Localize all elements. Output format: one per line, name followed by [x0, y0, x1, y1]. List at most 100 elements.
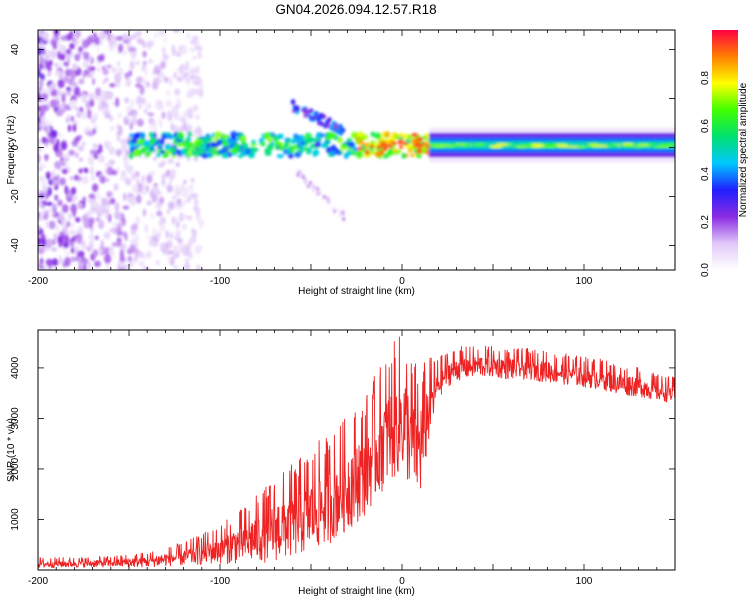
spectrogram-cell [331, 144, 337, 150]
spectrogram-cell [313, 186, 317, 191]
spectrogram-cell [135, 234, 140, 243]
spectrogram-cell [108, 146, 116, 156]
spectrogram-cell [116, 132, 121, 142]
snr-y-tick-label: 3000 [10, 407, 21, 430]
spectrogram-cell [81, 214, 89, 223]
spectrogram-cell [621, 143, 634, 146]
spectrogram-cell [173, 72, 177, 79]
spectrogram-cell [71, 99, 77, 108]
spectrogram-cell [410, 139, 417, 144]
spectrogram-cell [164, 149, 171, 154]
spectrogram-cell [54, 70, 62, 77]
spectrogram-cell [104, 162, 112, 168]
spectrogram-cell [82, 263, 87, 270]
spectrogram-cell [174, 187, 178, 198]
spectrogram-cell [61, 204, 69, 213]
spectrogram-cell [40, 120, 47, 128]
spectrogram-cell [45, 220, 50, 229]
spectrogram-cell [78, 225, 83, 236]
spectrogram-cell [425, 144, 431, 149]
spectrogram-cell [85, 100, 91, 110]
spectrogram-cell [120, 143, 128, 154]
colorbar-tick-label: 0.4 [700, 167, 711, 181]
spectrogram-cell [152, 80, 159, 90]
spectrogram-cell [71, 37, 76, 42]
spectrogram-cell [411, 132, 419, 138]
spectrogram-x-axis-label: Height of straight line (km) [298, 286, 415, 297]
spectrogram-cell [120, 231, 127, 237]
spectrogram-cell [149, 170, 155, 176]
spectrogram-cell [40, 209, 45, 216]
spectrogram-cell [302, 175, 306, 180]
spectrogram-cell [78, 168, 83, 174]
spectrogram-cell [159, 72, 166, 80]
spectrogram-cell [155, 79, 162, 84]
spectrogram-cell [122, 39, 130, 44]
spectrogram-cell [173, 113, 180, 121]
spectrogram-cell [38, 231, 42, 236]
spectrogram-cell [374, 132, 382, 140]
spectrogram-cell [135, 170, 140, 178]
spectrogram-cell [99, 175, 106, 184]
spectrogram-cell [284, 137, 291, 143]
spectrogram-cell [38, 216, 44, 222]
spectrogram-cell [157, 230, 162, 239]
spectrogram-cell [136, 177, 140, 185]
spectrogram-cell [347, 141, 355, 148]
spectrogram-cell [62, 154, 70, 159]
spectrogram-cell [290, 99, 296, 105]
spectrogram-cell [78, 46, 83, 53]
snr-plot-frame [37, 329, 676, 571]
spectrogram-cell [175, 98, 180, 104]
spectrogram-cell [124, 72, 130, 79]
spectrogram-cell [171, 49, 178, 57]
spectrogram-cell [48, 220, 56, 230]
spectrogram-cell [210, 141, 216, 148]
spectrogram-cell [326, 118, 331, 124]
spectrogram-cell [165, 230, 169, 239]
spectrogram-cell [606, 144, 619, 147]
spectrogram-cell [146, 250, 152, 259]
spectrogram-cell [190, 39, 196, 45]
spectrogram-cell [187, 131, 193, 138]
spectrogram-x-tick-label: 100 [576, 276, 593, 287]
spectrogram-cell [176, 204, 182, 210]
spectrogram-cell [143, 140, 151, 147]
spectrogram-cell [191, 150, 199, 156]
spectrogram-cell [64, 185, 69, 195]
spectrogram-cell [111, 169, 118, 176]
spectrogram-cell [167, 255, 173, 262]
spectrogram-cell [181, 223, 188, 231]
spectrogram-cell [70, 71, 77, 80]
spectrogram-cell [140, 132, 146, 140]
spectrogram-cell [153, 32, 158, 39]
spectrogram-cell [170, 122, 174, 131]
colorbar-label: Normalized spectral amplitude [738, 82, 749, 217]
spectrogram-cell [653, 145, 666, 149]
spectrogram-cell [374, 151, 381, 158]
spectrogram-cell [102, 106, 110, 117]
spectrogram-cell [322, 194, 326, 199]
spectrogram-cell [187, 215, 193, 221]
spectrogram-cell [73, 64, 79, 71]
spectrogram-cell [182, 118, 187, 126]
spectrogram-cell [384, 131, 391, 138]
spectrogram-cell [131, 172, 136, 181]
spectrogram-cell [101, 197, 106, 204]
spectrogram-cell [135, 30, 142, 37]
spectrogram-cell [531, 143, 544, 147]
spectrogram-cell [160, 181, 166, 188]
spectrogram-cell [122, 192, 127, 201]
spectrogram-cell [43, 31, 49, 42]
spectrogram-cell [118, 125, 123, 136]
spectrogram-cell [253, 147, 259, 152]
spectrogram-cell [57, 199, 63, 207]
spectrogram-cell [81, 114, 88, 120]
spectrogram-cell [554, 143, 567, 146]
spectrogram-cell [61, 168, 68, 175]
spectrogram-cell [116, 237, 122, 244]
spectrogram-cell [55, 110, 63, 117]
spectrogram-cell [177, 237, 183, 244]
spectrogram-cell [69, 175, 75, 181]
spectrogram-cell [58, 177, 66, 186]
